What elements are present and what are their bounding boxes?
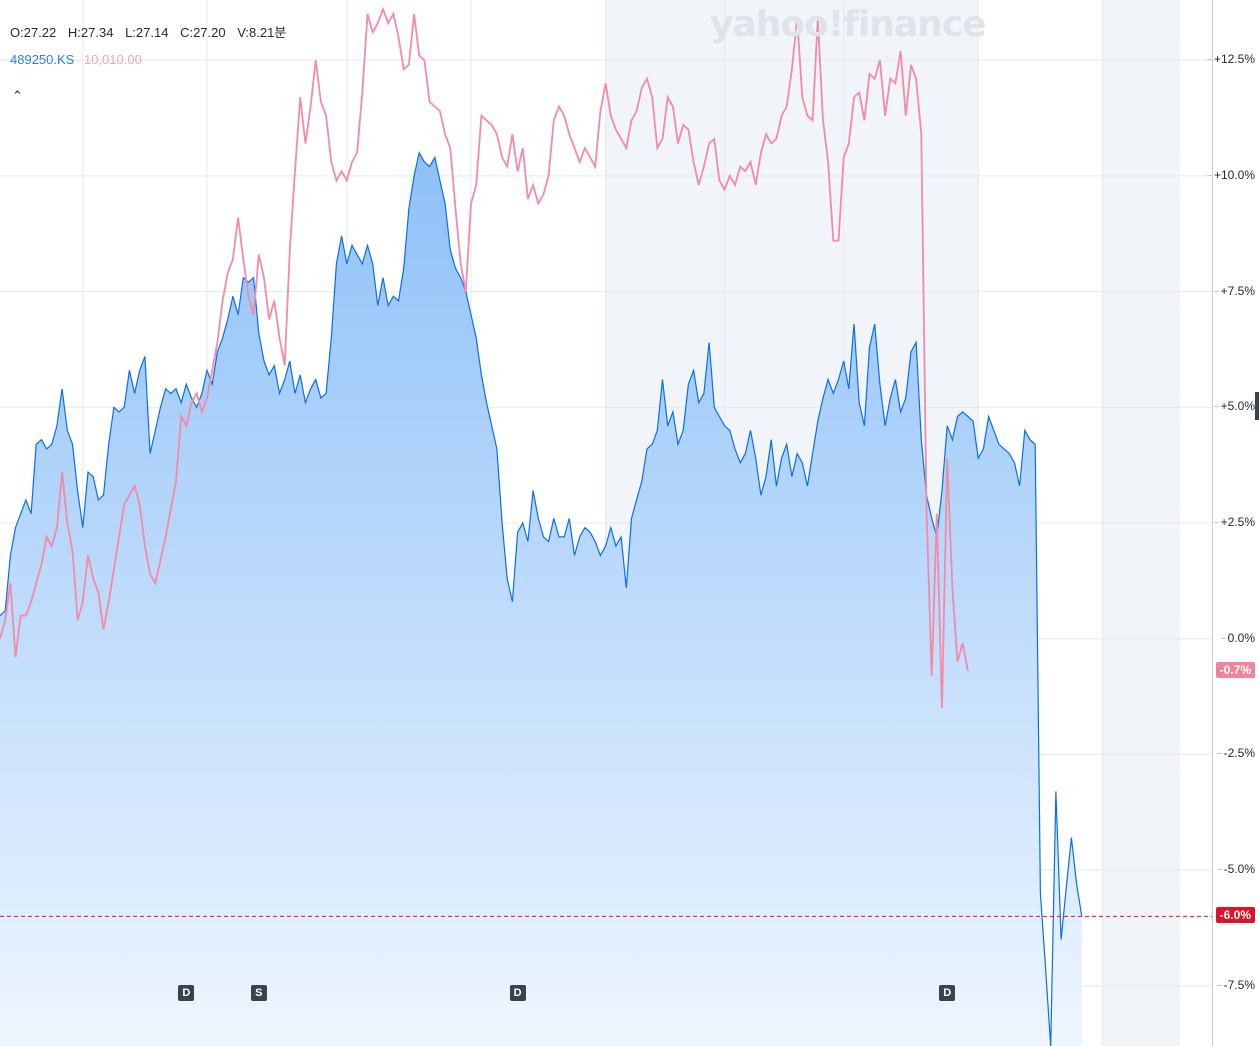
legend-series-value[interactable]: 10,010.00 bbox=[83, 52, 142, 67]
scroll-handle[interactable] bbox=[1255, 392, 1259, 420]
y-tick-label: +10.0% bbox=[1206, 167, 1255, 182]
series1-area-fill bbox=[0, 152, 1082, 1046]
series-legend: 489250.KS 10,010.00 bbox=[10, 52, 142, 67]
y-tick-label: +5.0% bbox=[1213, 399, 1255, 414]
split-marker[interactable]: S bbox=[250, 985, 267, 1001]
y-tick-label: -5.0% bbox=[1216, 862, 1255, 877]
legend-series-ticker[interactable]: 489250.KS bbox=[10, 52, 75, 67]
series1-last-value-badge: -6.0% bbox=[1215, 907, 1255, 924]
y-tick-label: -7.5% bbox=[1216, 977, 1255, 992]
dividend-marker[interactable]: D bbox=[178, 985, 195, 1001]
low-value: L:27.14 bbox=[125, 25, 169, 40]
series2-line bbox=[0, 6, 969, 709]
y-tick-label: +2.5% bbox=[1213, 515, 1255, 529]
open-value: O:27.22 bbox=[10, 25, 57, 40]
y-tick-label: 0.0% bbox=[1220, 630, 1255, 645]
y-tick-label: +12.5% bbox=[1206, 52, 1255, 67]
y-tick-label: -2.5% bbox=[1216, 746, 1255, 761]
ohlc-readout: O:27.22 H:27.34 L:27.14 C:27.20 V:8.21분 bbox=[10, 22, 294, 41]
yahoo-finance-watermark: yahoo!finance bbox=[710, 4, 987, 45]
dividend-marker[interactable]: D bbox=[509, 985, 526, 1001]
high-value: H:27.34 bbox=[67, 25, 114, 40]
volume-value: V:8.21분 bbox=[237, 25, 287, 40]
y-tick-label: +7.5% bbox=[1213, 283, 1255, 298]
series1-line bbox=[0, 151, 1083, 1046]
series2-last-value-badge: -0.7% bbox=[1215, 662, 1255, 679]
collapse-chevron-icon[interactable]: ⌃ bbox=[12, 88, 23, 103]
dividend-marker[interactable]: D bbox=[939, 985, 956, 1001]
close-value: C:27.20 bbox=[180, 25, 226, 40]
y-axis-line bbox=[1212, 0, 1213, 1046]
